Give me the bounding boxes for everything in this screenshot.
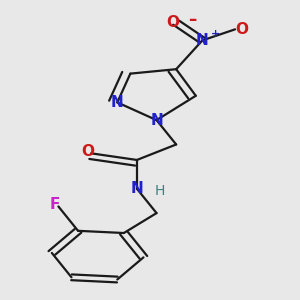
Text: F: F [50,197,60,212]
Text: –: – [188,11,197,29]
Text: O: O [167,15,179,30]
Text: N: N [196,33,209,48]
Text: O: O [81,144,94,159]
Text: N: N [111,95,124,110]
Text: N: N [150,112,163,128]
Text: H: H [154,184,165,198]
Text: N: N [130,181,143,196]
Text: O: O [235,22,248,37]
Text: +: + [211,29,220,39]
